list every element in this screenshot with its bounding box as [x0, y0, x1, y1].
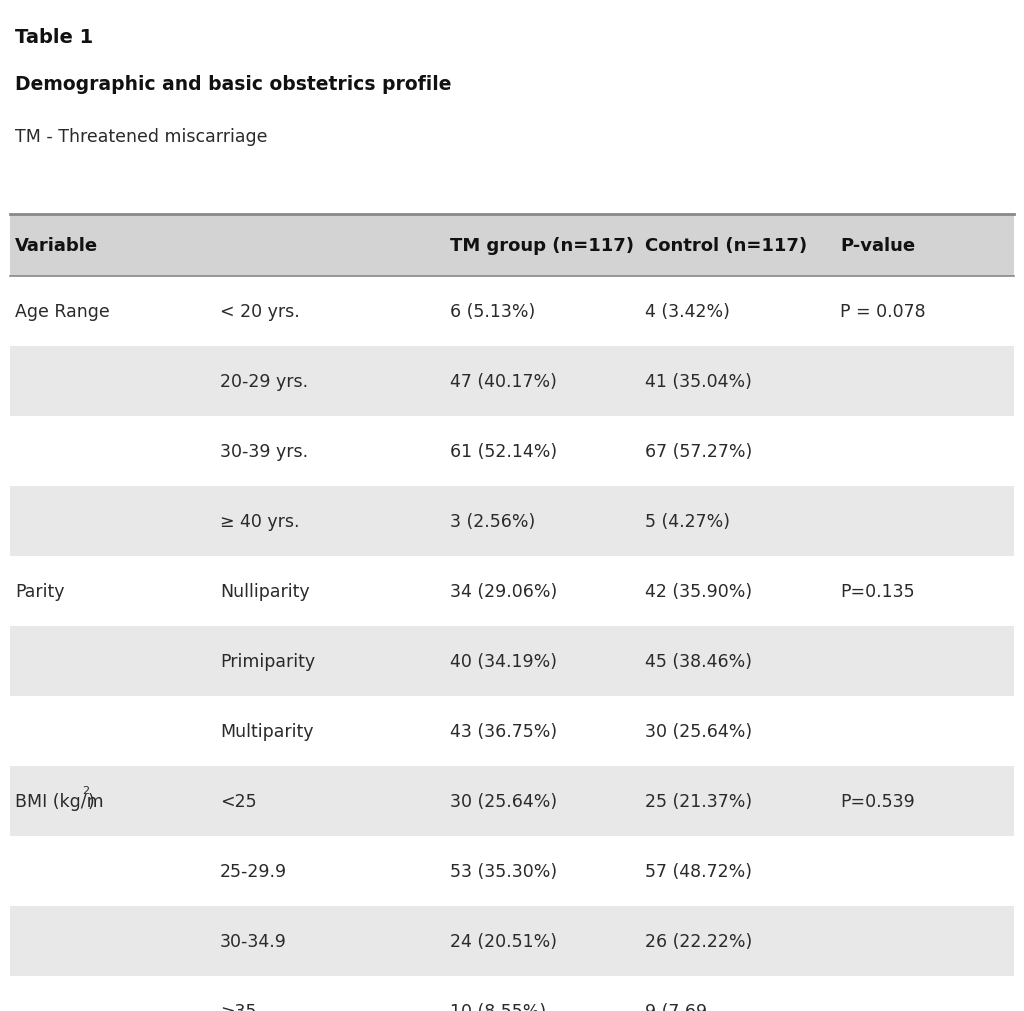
Text: Parity: Parity: [15, 582, 65, 601]
Text: 61 (52.14%): 61 (52.14%): [450, 443, 557, 461]
Text: 10 (8.55%): 10 (8.55%): [450, 1002, 546, 1011]
Text: 2: 2: [83, 786, 90, 796]
Bar: [10, 214, 1014, 277]
Text: 67 (57.27%): 67 (57.27%): [645, 443, 753, 461]
Text: 25-29.9: 25-29.9: [220, 862, 287, 881]
Text: Demographic and basic obstetrics profile: Demographic and basic obstetrics profile: [15, 75, 452, 94]
Text: 30-39 yrs.: 30-39 yrs.: [220, 443, 308, 461]
Text: 5 (4.27%): 5 (4.27%): [645, 513, 730, 531]
Bar: [10, 697, 1014, 766]
Text: 41 (35.04%): 41 (35.04%): [645, 373, 752, 390]
Text: 43 (36.75%): 43 (36.75%): [450, 722, 557, 740]
Text: 30 (25.64%): 30 (25.64%): [645, 722, 752, 740]
Text: 53 (35.30%): 53 (35.30%): [450, 862, 557, 881]
Text: 20-29 yrs.: 20-29 yrs.: [220, 373, 308, 390]
Text: 30 (25.64%): 30 (25.64%): [450, 793, 557, 810]
Text: 9 (7.69: 9 (7.69: [645, 1002, 708, 1011]
Text: P-value: P-value: [840, 237, 915, 255]
Text: 24 (20.51%): 24 (20.51%): [450, 932, 557, 950]
Text: 40 (34.19%): 40 (34.19%): [450, 652, 557, 670]
Text: 3 (2.56%): 3 (2.56%): [450, 513, 536, 531]
Text: 34 (29.06%): 34 (29.06%): [450, 582, 557, 601]
Text: P = 0.078: P = 0.078: [840, 302, 926, 320]
Text: Table 1: Table 1: [15, 28, 93, 47]
Text: 4 (3.42%): 4 (3.42%): [645, 302, 730, 320]
Text: < 20 yrs.: < 20 yrs.: [220, 302, 300, 320]
Text: 47 (40.17%): 47 (40.17%): [450, 373, 557, 390]
Text: 45 (38.46%): 45 (38.46%): [645, 652, 752, 670]
Text: 6 (5.13%): 6 (5.13%): [450, 302, 536, 320]
Bar: [10, 627, 1014, 697]
Text: Control (n=117): Control (n=117): [645, 237, 807, 255]
Bar: [10, 277, 1014, 347]
Text: TM group (n=117): TM group (n=117): [450, 237, 634, 255]
Text: 25 (21.37%): 25 (21.37%): [645, 793, 752, 810]
Text: TM - Threatened miscarriage: TM - Threatened miscarriage: [15, 127, 267, 146]
Bar: [10, 556, 1014, 627]
Text: ≥ 40 yrs.: ≥ 40 yrs.: [220, 513, 299, 531]
Text: P=0.539: P=0.539: [840, 793, 914, 810]
Text: 26 (22.22%): 26 (22.22%): [645, 932, 753, 950]
Bar: [10, 906, 1014, 976]
Bar: [10, 417, 1014, 486]
Text: Variable: Variable: [15, 237, 98, 255]
Text: P=0.135: P=0.135: [840, 582, 914, 601]
Text: Primiparity: Primiparity: [220, 652, 315, 670]
Text: BMI (kg/m: BMI (kg/m: [15, 793, 103, 810]
Bar: [10, 976, 1014, 1011]
Text: 30-34.9: 30-34.9: [220, 932, 287, 950]
Bar: [10, 836, 1014, 906]
Text: Age Range: Age Range: [15, 302, 110, 320]
Bar: [10, 486, 1014, 556]
Text: ≥35: ≥35: [220, 1002, 256, 1011]
Text: 57 (48.72%): 57 (48.72%): [645, 862, 752, 881]
Bar: [10, 347, 1014, 417]
Text: Multiparity: Multiparity: [220, 722, 313, 740]
Text: ): ): [87, 793, 94, 810]
Text: Nulliparity: Nulliparity: [220, 582, 309, 601]
Text: 42 (35.90%): 42 (35.90%): [645, 582, 752, 601]
Bar: [10, 766, 1014, 836]
Text: <25: <25: [220, 793, 257, 810]
